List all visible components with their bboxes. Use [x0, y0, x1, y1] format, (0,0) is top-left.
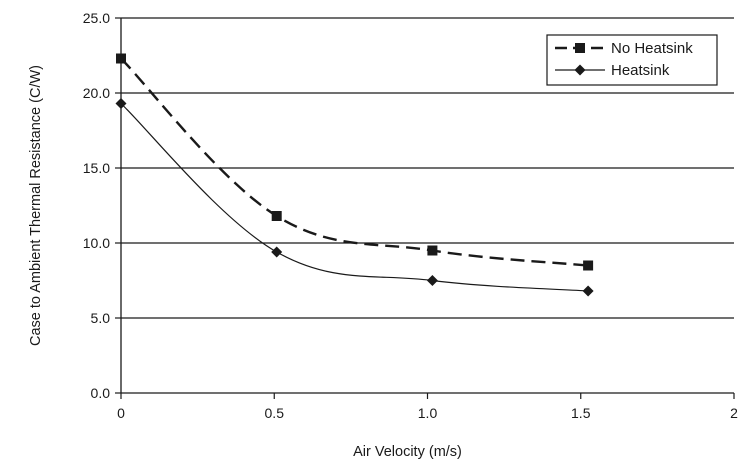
- data-point-1-1: [271, 246, 283, 258]
- x-tick-label-4: 2: [730, 405, 738, 421]
- y-tick-label-0: 0.0: [91, 385, 111, 401]
- x-tick-label-0: 0: [117, 405, 125, 421]
- legend-marker-1: [574, 64, 586, 76]
- data-point-1-2: [426, 275, 438, 286]
- legend-label-0: No Heatsink: [611, 40, 693, 57]
- data-series: [115, 53, 594, 297]
- series-line-1: [120, 103, 589, 292]
- y-tick-label-2: 10.0: [83, 235, 110, 251]
- legend-label-1: Heatsink: [611, 62, 670, 79]
- y-axis-title: Case to Ambient Thermal Resistance (C/W): [28, 65, 44, 346]
- y-tick-label-4: 20.0: [83, 85, 110, 101]
- data-point-0-0: [116, 53, 126, 64]
- y-tick-label-1: 5.0: [91, 310, 111, 326]
- series-line-0: [120, 57, 589, 267]
- legend: No Heatsink Heatsink: [546, 34, 718, 86]
- data-point-0-1: [271, 211, 282, 221]
- y-tick-label-3: 15.0: [83, 160, 110, 176]
- data-point-0-3: [583, 260, 594, 271]
- x-tick-label-3: 1.5: [571, 405, 591, 421]
- legend-marker-0: [575, 43, 585, 53]
- x-tick-label-2: 1.0: [418, 405, 438, 421]
- data-point-0-2: [427, 245, 438, 256]
- axes: 0.0 5.0 10.0 15.0 20.0 25.0 0 0.5 1.0 1.5 2: [83, 10, 738, 421]
- series-1: [115, 98, 594, 297]
- x-axis-title: Air Velocity (m/s): [353, 444, 462, 460]
- grid-lines: [121, 17, 734, 319]
- data-point-1-3: [582, 285, 594, 297]
- x-tick-label-1: 0.5: [265, 405, 285, 421]
- y-tick-label-5: 25.0: [83, 10, 110, 26]
- data-point-1-0: [115, 98, 127, 109]
- series-0: [116, 53, 594, 271]
